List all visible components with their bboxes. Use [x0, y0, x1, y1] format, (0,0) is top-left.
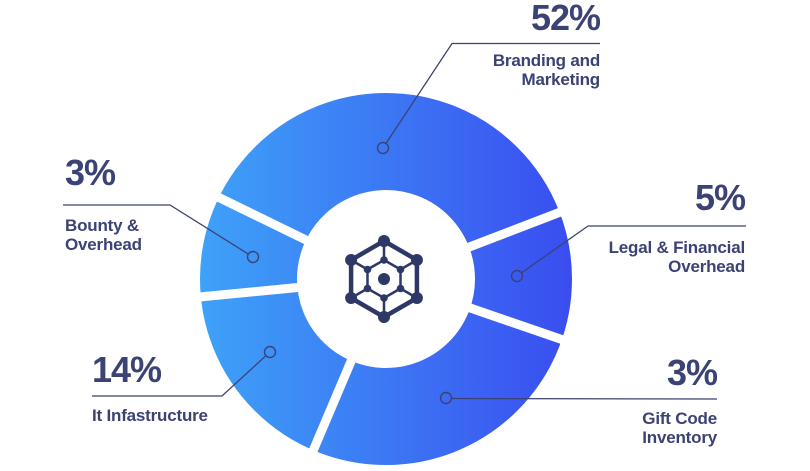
percent-value-branding: 52% — [530, 0, 601, 38]
label-line-1: Legal & Financial — [608, 238, 746, 257]
percent-value-bounty: 3% — [65, 152, 116, 193]
callout-legal: 5% Legal & Financial Overhead — [608, 177, 746, 277]
label-line-1: Bounty & — [65, 216, 139, 235]
label-line-1: It Infastructure — [92, 406, 208, 425]
segment-gaps — [192, 189, 571, 460]
percent-value-legal: 5% — [694, 177, 746, 218]
marker-branding — [376, 141, 390, 155]
segment-gap — [209, 189, 316, 248]
callout-label-gift: Gift Code Inventory — [642, 409, 717, 447]
leader-line-legal — [521, 225, 746, 274]
label-line-2: Inventory — [642, 428, 717, 447]
label-line-2: Marketing — [521, 70, 601, 89]
percent-value-gift: 3% — [666, 352, 718, 393]
leader-line-it — [92, 355, 267, 397]
label-line-1: Gift Code — [642, 409, 717, 428]
marker-gift — [439, 391, 453, 405]
marker-it — [263, 345, 277, 359]
callout-label-bounty: Bounty & Overhead — [65, 216, 142, 254]
leader-line-branding — [385, 42, 600, 144]
leader-line-bounty — [63, 204, 249, 255]
segment-gap — [192, 282, 306, 303]
leader-line-gift — [451, 397, 718, 400]
label-line-1: Branding and — [492, 51, 600, 70]
segment-gap — [306, 351, 359, 460]
callout-bounty: 3% Bounty & Overhead — [65, 152, 142, 255]
network-cube-icon — [345, 235, 423, 323]
percent-value-it: 14% — [92, 349, 162, 390]
segment-gap — [461, 301, 571, 347]
label-line-2: Overhead — [668, 257, 745, 276]
callout-branding: 52% Branding and Marketing — [493, 0, 601, 89]
marker-bounty — [246, 250, 260, 264]
label-line-2: Overhead — [65, 235, 142, 254]
callout-label-branding: Branding and Marketing — [493, 51, 600, 89]
callout-label-legal: Legal & Financial Overhead — [608, 238, 746, 276]
marker-legal — [510, 269, 524, 283]
donut-ring — [200, 93, 572, 465]
segment-markers — [246, 141, 524, 405]
callout-gift: 3% Gift Code Inventory — [642, 352, 718, 448]
callout-label-it: It Infastructure — [92, 406, 208, 425]
callout-it: 14% It Infastructure — [92, 349, 208, 426]
leader-lines — [63, 42, 746, 400]
segment-gap — [460, 205, 569, 255]
